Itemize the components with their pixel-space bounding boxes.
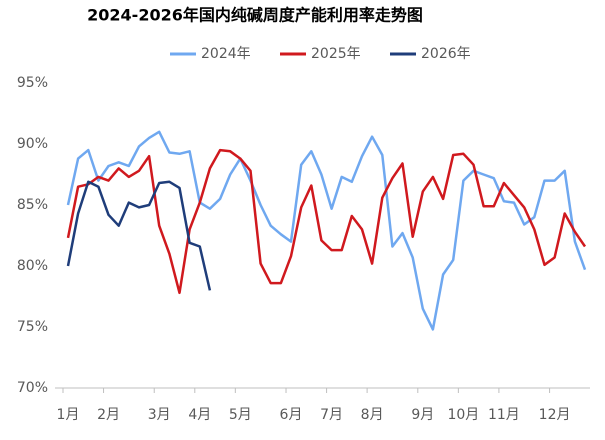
series-line — [66, 130, 587, 331]
y-tick-label: 80% — [17, 258, 48, 274]
legend-label: 2025年 — [311, 46, 361, 62]
y-tick-label: 90% — [17, 136, 48, 152]
x-tick-label: 2月 — [97, 407, 120, 423]
x-tick-label: 3月 — [148, 407, 171, 423]
y-tick-label: 70% — [17, 380, 48, 396]
series-line — [66, 148, 587, 295]
y-tick-label: 95% — [17, 75, 48, 91]
legend-label: 2026年 — [421, 46, 471, 62]
x-tick-label: 5月 — [229, 407, 252, 423]
series-line — [66, 180, 212, 291]
x-tick-label: 10月 — [447, 407, 479, 423]
x-tick-label: 7月 — [320, 407, 343, 423]
x-tick-label: 9月 — [411, 407, 434, 423]
x-tick-label: 12月 — [539, 407, 571, 423]
x-tick-label: 1月 — [57, 407, 80, 423]
x-tick-label: 4月 — [188, 407, 211, 423]
y-tick-label: 85% — [17, 197, 48, 213]
chart-title: 2024-2026年国内纯碱周度产能利用率走势图 — [87, 6, 423, 25]
x-tick-label: 11月 — [488, 407, 520, 423]
x-tick-label: 8月 — [361, 407, 384, 423]
legend-label: 2024年 — [201, 46, 251, 62]
x-tick-label: 6月 — [280, 407, 303, 423]
y-tick-label: 75% — [17, 319, 48, 335]
